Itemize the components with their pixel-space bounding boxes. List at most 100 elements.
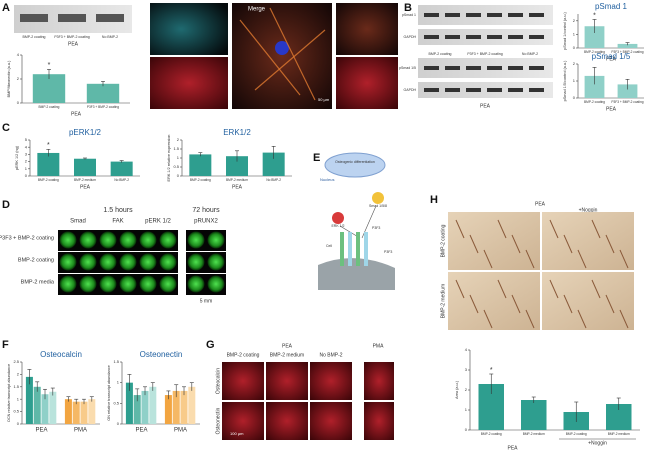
x-tick-label: BMP-2 coating bbox=[584, 100, 605, 104]
blot-band bbox=[529, 13, 544, 17]
bar bbox=[617, 43, 638, 48]
y-tick-label: 2 bbox=[573, 61, 576, 66]
blot-band bbox=[508, 66, 523, 70]
x-tick-label: No BMP-2 bbox=[114, 178, 129, 182]
bar bbox=[33, 386, 41, 424]
well bbox=[59, 253, 77, 271]
y-axis-label: BMP/fibronectin (a.u.) bbox=[7, 60, 11, 97]
time-label: 72 hours bbox=[192, 207, 220, 214]
cell bbox=[511, 234, 521, 254]
cell bbox=[619, 309, 629, 329]
x-tick-label: BMP-2 coating bbox=[190, 178, 211, 182]
time-label: 1.5 hours bbox=[103, 207, 133, 214]
annotation: * bbox=[490, 367, 493, 374]
blot-band bbox=[487, 35, 502, 39]
blot-band bbox=[424, 88, 439, 92]
blot-band bbox=[445, 13, 460, 17]
bar bbox=[86, 83, 120, 103]
well bbox=[159, 231, 177, 249]
chart-title: ERK1/2 bbox=[223, 128, 251, 137]
panel-letter: A bbox=[2, 2, 10, 14]
group-label: PEA bbox=[535, 201, 546, 207]
panel-letter: G bbox=[206, 339, 215, 351]
x-tick-label: P3F3 + BMP-2 coating bbox=[87, 105, 119, 109]
blot-band bbox=[487, 66, 502, 70]
bar bbox=[80, 401, 88, 424]
bar bbox=[172, 390, 180, 424]
y-tick-label: 1.5 bbox=[173, 146, 179, 151]
column-label: BMP-2 medium bbox=[270, 352, 304, 358]
blot-band bbox=[96, 14, 124, 22]
cell bbox=[591, 219, 601, 239]
x-tick-label: BMP-2 coating bbox=[481, 432, 502, 436]
y-tick-label: 4 bbox=[17, 52, 20, 57]
image bbox=[222, 402, 264, 440]
x-tick-label: BMP-2 medium bbox=[226, 178, 248, 182]
annotation: * bbox=[47, 142, 50, 149]
x-axis-label: PEA bbox=[606, 106, 617, 112]
nucleus bbox=[275, 41, 289, 55]
y-tick-label: 2 bbox=[177, 137, 180, 142]
cell bbox=[483, 309, 493, 329]
y-tick-label: 0.5 bbox=[113, 400, 119, 405]
blot-band bbox=[58, 14, 86, 22]
column-label: BMP-2 coating bbox=[227, 352, 260, 358]
x-tick-label: BMP-2 coating bbox=[584, 50, 605, 54]
bar bbox=[521, 400, 547, 430]
well bbox=[119, 231, 137, 249]
cell bbox=[511, 294, 521, 314]
row-label: BMP-2 medium bbox=[440, 284, 446, 318]
cell bbox=[483, 249, 493, 269]
blot-band bbox=[424, 66, 439, 70]
well bbox=[119, 253, 137, 271]
lane-label: BMP-2 coating bbox=[429, 52, 452, 56]
bar bbox=[72, 401, 80, 424]
diagram-label: Cell bbox=[326, 244, 332, 248]
x-axis-label: PEA bbox=[606, 56, 617, 62]
group-label: PEA bbox=[35, 428, 47, 434]
cell bbox=[549, 219, 559, 239]
y-tick-label: 3 bbox=[25, 151, 28, 156]
lane-label: No BMP-2 bbox=[102, 35, 118, 39]
column-label: No BMP-2 bbox=[319, 352, 342, 358]
well bbox=[139, 253, 157, 271]
blot-band bbox=[445, 88, 460, 92]
lane-label: BMP-2 coating bbox=[23, 35, 46, 39]
y-tick-label: 1 bbox=[25, 166, 28, 171]
cell bbox=[577, 309, 587, 329]
diagram-label: Smad 1/5/8 bbox=[369, 204, 387, 208]
well bbox=[59, 275, 77, 293]
bar bbox=[110, 161, 133, 176]
well bbox=[99, 231, 117, 249]
receptor bbox=[356, 232, 360, 266]
y-axis-label: pERK 1/2 (ng) bbox=[15, 145, 19, 170]
well bbox=[139, 231, 157, 249]
x-axis-label: PEA bbox=[507, 445, 518, 451]
bar bbox=[262, 152, 285, 176]
image bbox=[150, 57, 228, 109]
cell bbox=[563, 234, 573, 254]
y-tick-label: 1 bbox=[117, 380, 120, 385]
bar bbox=[617, 84, 638, 98]
well bbox=[159, 253, 177, 271]
bar bbox=[180, 390, 188, 424]
panel-letter: B bbox=[404, 2, 412, 14]
annotation: * bbox=[593, 12, 596, 19]
nucleus-shape bbox=[324, 152, 386, 178]
y-axis-label: Area (a.u.) bbox=[455, 380, 459, 399]
cell bbox=[525, 249, 535, 269]
image bbox=[310, 402, 352, 440]
diagram-label: P3F3 bbox=[372, 226, 380, 230]
row-label: GAPDH bbox=[404, 35, 417, 39]
well bbox=[99, 253, 117, 271]
bar bbox=[164, 395, 172, 424]
lane-label: P3F3 + BMP-2 coating bbox=[54, 35, 89, 39]
chart-title: Osteocalcin bbox=[40, 350, 82, 359]
blot-band bbox=[487, 13, 502, 17]
bar bbox=[133, 395, 141, 424]
receptor bbox=[364, 232, 368, 266]
diagram-label: ERK 1/2 bbox=[331, 224, 344, 228]
scale-bar: 5 mm bbox=[200, 298, 213, 304]
image bbox=[222, 362, 264, 400]
y-tick-label: 0 bbox=[465, 427, 468, 432]
